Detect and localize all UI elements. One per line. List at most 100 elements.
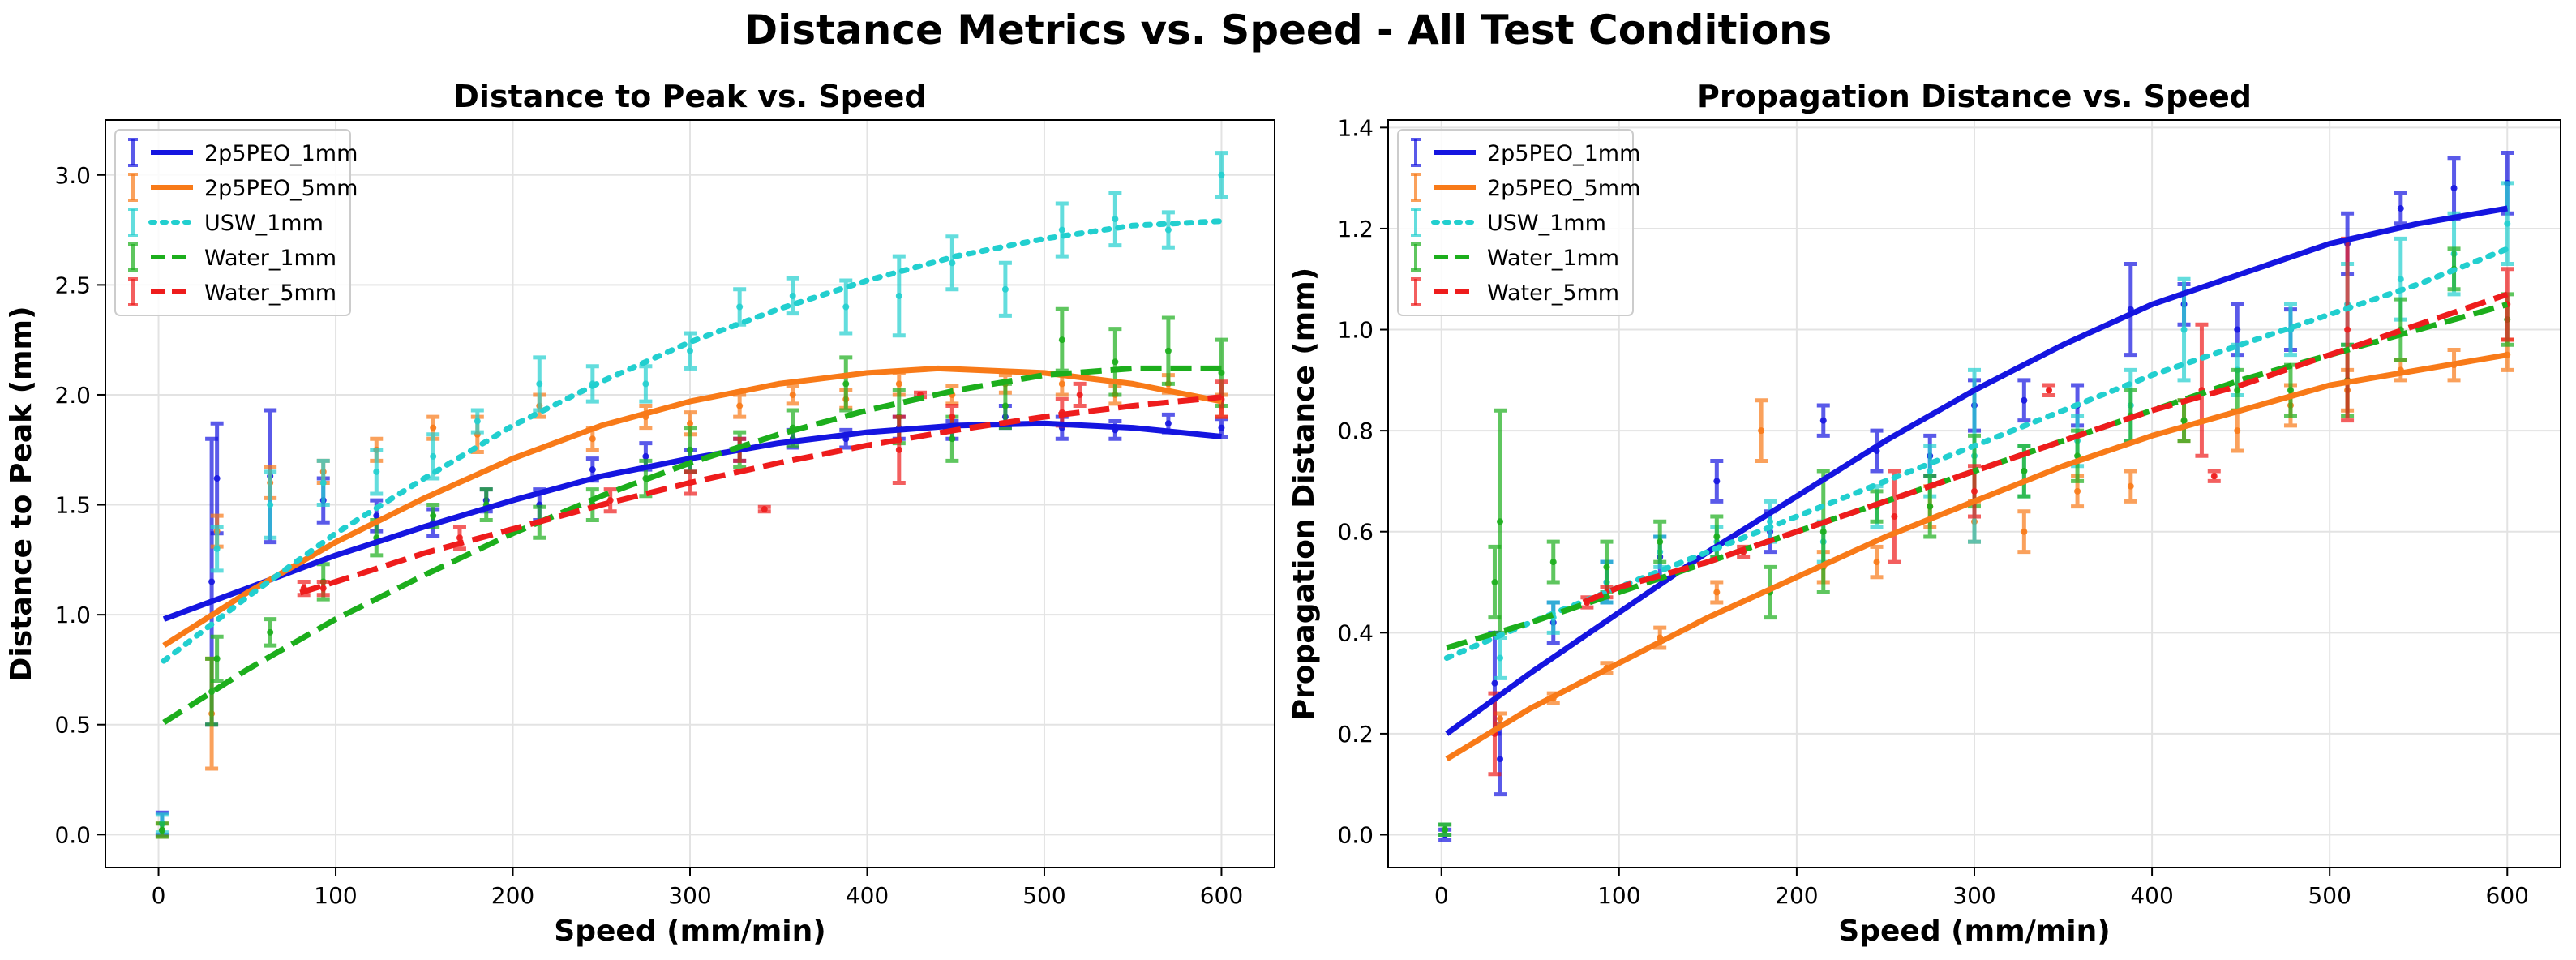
data-point	[1001, 402, 1009, 409]
figure-title: Distance Metrics vs. Speed - All Test Co…	[744, 6, 1832, 54]
y-tick-label: 0.6	[1337, 519, 1374, 546]
y-tick-label: 0.2	[1337, 721, 1374, 748]
data-point	[1218, 171, 1225, 178]
data-point	[2021, 396, 2028, 404]
data-point	[373, 512, 380, 520]
y-tick-label: 1.4	[1337, 114, 1374, 141]
x-axis-label: Speed (mm/min)	[554, 915, 825, 948]
data-point	[1112, 358, 1119, 366]
y-tick-label: 2.0	[54, 382, 91, 409]
data-point	[589, 435, 596, 443]
data-point	[642, 452, 649, 460]
data-point	[213, 475, 221, 482]
data-point	[1713, 589, 1721, 596]
legend-label: 2p5PEO_1mm	[1487, 141, 1640, 166]
data-point	[1713, 478, 1721, 485]
data-point	[1164, 226, 1172, 234]
data-point	[1927, 503, 1934, 510]
data-point	[1058, 380, 1065, 388]
data-point	[2344, 326, 2351, 333]
data-point	[2397, 205, 2404, 212]
legend-box	[114, 129, 351, 316]
legend-label: 2p5PEO_1mm	[204, 141, 358, 166]
data-point	[949, 414, 956, 421]
data-point	[736, 402, 744, 409]
data-point	[895, 380, 902, 388]
data-point	[2450, 185, 2458, 192]
data-point	[1112, 216, 1119, 223]
legend-label: Water_5mm	[204, 281, 336, 306]
data-point	[687, 347, 693, 354]
legend-item-water-1mm: Water_1mm	[1411, 242, 1619, 272]
data-point	[642, 380, 649, 388]
legend-label: Water_1mm	[204, 246, 336, 271]
legend-label: Water_5mm	[1487, 281, 1619, 306]
data-point	[2234, 387, 2241, 394]
data-point	[687, 420, 693, 427]
data-point	[2287, 387, 2294, 394]
data-point	[1657, 538, 1664, 546]
data-point	[2180, 417, 2188, 424]
legend-item-usw-1mm: USW_1mm	[128, 208, 324, 237]
data-point	[761, 505, 768, 512]
data-point	[1927, 467, 1934, 474]
data-point	[789, 292, 796, 299]
data-point	[949, 259, 956, 267]
legend-label: USW_1mm	[1487, 211, 1606, 236]
data-point	[1713, 533, 1721, 540]
plot-area	[155, 151, 1228, 839]
data-point	[1549, 559, 1557, 566]
data-point	[430, 452, 437, 460]
data-point	[789, 391, 796, 398]
data-point	[208, 688, 216, 696]
x-tick-label: 100	[1597, 882, 1640, 909]
data-point	[319, 585, 327, 592]
legend-item-water-1mm: Water_1mm	[128, 242, 336, 272]
data-point	[606, 497, 614, 504]
data-point	[430, 424, 437, 431]
data-point	[895, 292, 902, 299]
data-point	[1497, 518, 1504, 525]
x-tick-label: 400	[2130, 882, 2173, 909]
data-point	[1497, 715, 1504, 722]
data-point	[2504, 220, 2511, 227]
data-point	[687, 446, 693, 453]
plot-area	[1438, 150, 2514, 842]
data-point	[2021, 467, 2028, 474]
data-point	[1218, 424, 1225, 431]
data-point	[1058, 336, 1065, 344]
fit-line-usw-1mm	[161, 218, 1224, 664]
y-axis-label: Distance to Peak (mm)	[5, 306, 38, 681]
data-point	[1491, 679, 1498, 687]
data-point	[1767, 518, 1774, 525]
y-tick-label: 1.5	[54, 492, 91, 519]
legend-label: USW_1mm	[204, 211, 324, 236]
data-point	[1497, 654, 1504, 662]
x-tick-label: 300	[668, 882, 711, 909]
data-point	[213, 545, 221, 552]
series-water-5mm	[297, 379, 1228, 598]
data-point	[373, 468, 380, 475]
data-point	[1001, 285, 1009, 293]
data-point	[456, 534, 463, 542]
data-point	[1758, 427, 1765, 435]
data-point	[1819, 528, 1827, 535]
data-point	[1164, 420, 1172, 427]
chart-title: Propagation Distance vs. Speed	[1697, 79, 2252, 114]
fit-line-2p5peo-1mm	[1445, 205, 2508, 736]
series-water-1mm	[155, 306, 1228, 839]
data-point	[208, 578, 216, 585]
data-point	[267, 628, 274, 636]
data-point	[1164, 347, 1172, 354]
legend-item-usw-1mm: USW_1mm	[1411, 208, 1606, 237]
x-tick-label: 600	[2486, 882, 2529, 909]
data-point	[2234, 427, 2241, 435]
x-tick-label: 200	[1775, 882, 1818, 909]
legend-box	[1397, 129, 1634, 316]
data-point	[949, 435, 956, 443]
data-point	[736, 303, 744, 311]
x-tick-label: 500	[2308, 882, 2351, 909]
fit-line-2p5peo-1mm	[162, 420, 1222, 622]
data-point	[1076, 391, 1083, 398]
